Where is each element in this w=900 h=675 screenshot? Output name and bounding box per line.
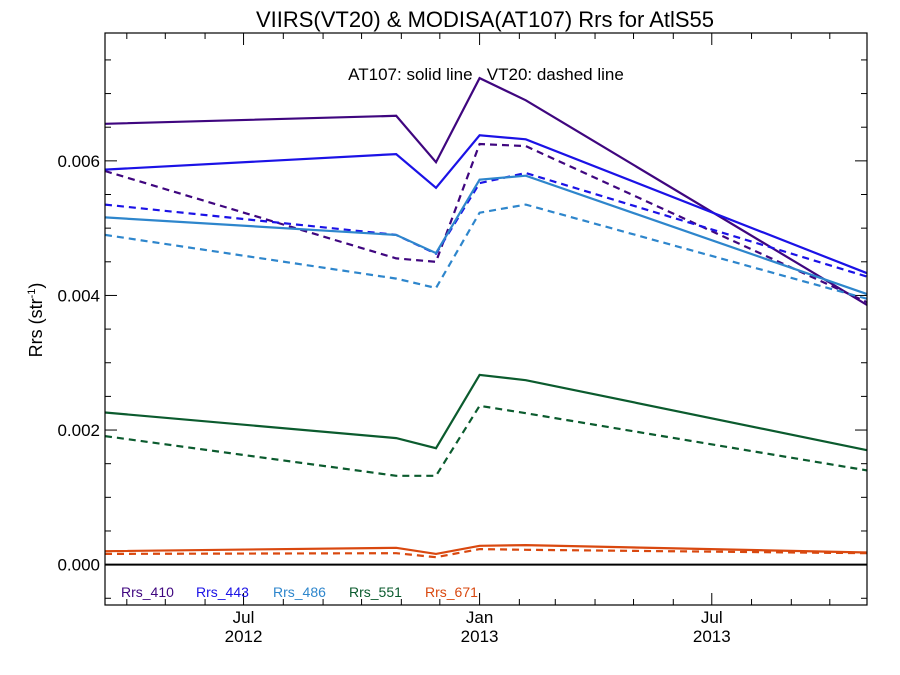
y-axis-label: Rrs (str-1): [26, 283, 46, 358]
rrs-410-at107-solid-line: [104, 76, 868, 306]
rrs-551-vt20-dashed-line: [104, 404, 868, 477]
legend-item-rrs-551: Rrs_551: [349, 584, 402, 600]
legend: Rrs_410 Rrs_443 Rrs_486 Rrs_551 Rrs_671: [121, 584, 478, 600]
y-axis-label-sup: -1: [26, 289, 38, 299]
y-tick-label: 0.004: [57, 286, 100, 305]
x-tick-label-year: 2012: [225, 627, 263, 646]
x-tick-label-year: 2013: [693, 627, 731, 646]
x-tick-label-month: Jul: [233, 608, 255, 627]
y-axis-label-main: Rrs (str: [26, 298, 46, 357]
legend-item-rrs-410: Rrs_410: [121, 584, 174, 600]
rrs-486-vt20-dashed-line: [104, 203, 868, 300]
rrs-443-at107-solid-line: [104, 134, 868, 275]
legend-item-rrs-671: Rrs_671: [425, 584, 478, 600]
axes-layer: [105, 33, 867, 605]
series-layer: [104, 76, 868, 559]
tick-label-layer: 0.0000.0020.0040.006Jul2012Jan2013Jul201…: [57, 152, 730, 646]
line-style-note: AT107: solid line VT20: dashed line: [348, 65, 624, 84]
y-tick-label: 0.006: [57, 152, 100, 171]
plot-frame: [104, 32, 868, 606]
x-tick-label-year: 2013: [461, 627, 499, 646]
rrs-671-vt20-dashed-line: [104, 547, 868, 559]
x-tick-label-month: Jan: [466, 608, 493, 627]
y-tick-label: 0.000: [57, 556, 100, 575]
rrs-486-at107-solid-line: [104, 174, 868, 296]
legend-item-rrs-486: Rrs_486: [273, 584, 326, 600]
legend-item-rrs-443: Rrs_443: [196, 584, 249, 600]
chart-title: VIIRS(VT20) & MODISA(AT107) Rrs for AtlS…: [256, 7, 714, 32]
rrs-551-at107-solid-line: [104, 373, 868, 452]
y-tick-label: 0.002: [57, 421, 100, 440]
y-axis-label-close: ): [26, 283, 46, 289]
x-tick-label-month: Jul: [701, 608, 723, 627]
rrs-410-vt20-dashed-line: [104, 142, 868, 304]
rrs-671-at107-solid-line: [104, 543, 868, 556]
